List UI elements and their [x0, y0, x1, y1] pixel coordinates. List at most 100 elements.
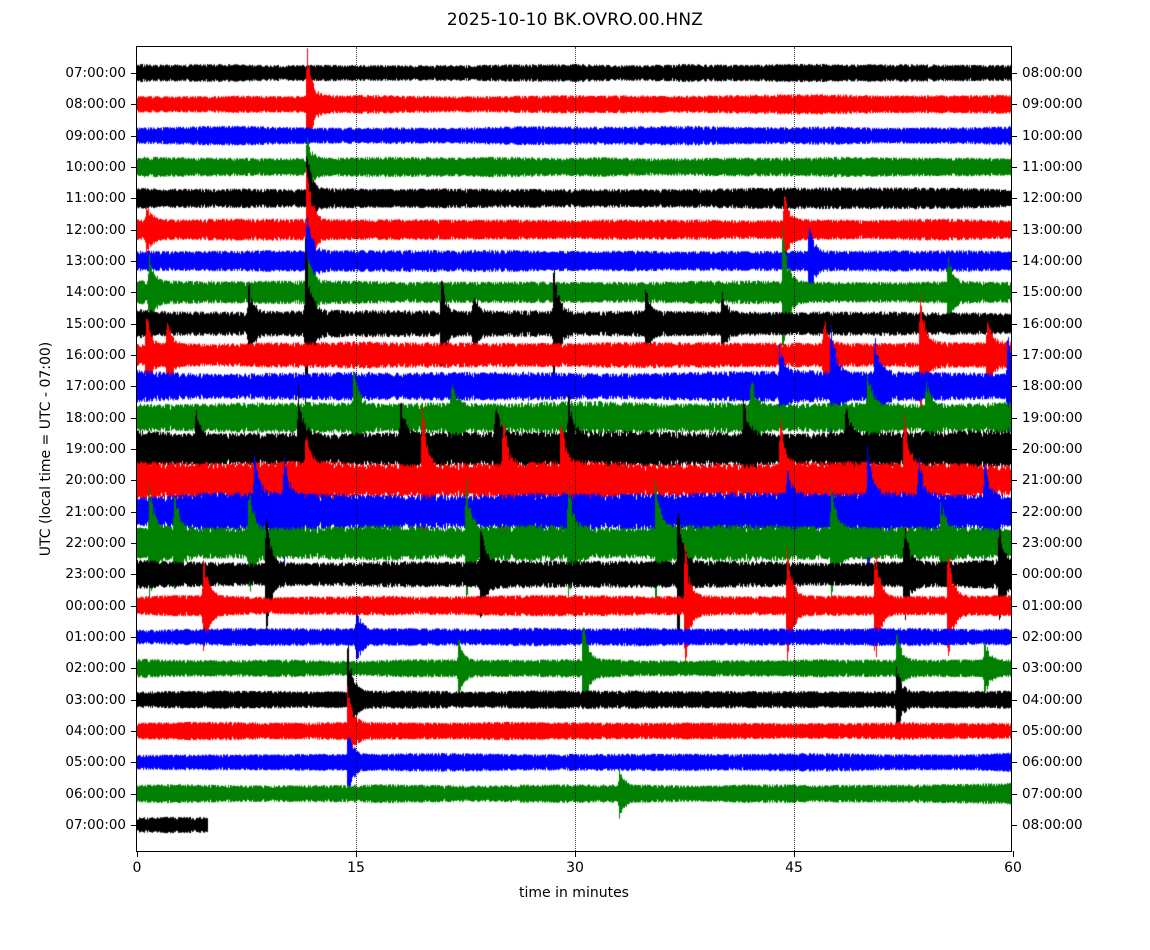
y-tick-right — [1011, 668, 1017, 670]
y-tick-right — [1011, 793, 1017, 795]
y-tick-left — [131, 73, 137, 74]
y-tick-label-left: 05:00:00 — [65, 754, 126, 771]
y-tick-label-right: 11:00:00 — [1022, 159, 1083, 175]
y-tick-right — [1011, 355, 1017, 356]
y-tick-label-left: 08:00:00 — [65, 96, 126, 113]
x-axis-label: time in minutes — [519, 885, 629, 901]
y-tick-label-right: 09:00:00 — [1022, 96, 1083, 113]
y-tick-left — [131, 762, 137, 764]
x-tick-label: 60 — [1004, 860, 1022, 876]
y-tick-right — [1011, 229, 1017, 231]
gridline-vertical — [575, 47, 576, 851]
y-tick-label-left: 14:00:00 — [65, 284, 126, 301]
y-tick-label-right: 18:00:00 — [1022, 378, 1083, 395]
y-tick-label-left: 17:00:00 — [65, 378, 126, 395]
y-tick-right — [1011, 73, 1017, 74]
seismogram-traces — [137, 47, 1011, 851]
y-tick-left — [131, 480, 137, 482]
x-tick-label: 15 — [347, 860, 365, 876]
y-tick-label-left: 04:00:00 — [65, 723, 126, 739]
y-tick-left — [131, 261, 137, 262]
y-tick-left — [131, 637, 137, 638]
y-tick-right — [1011, 543, 1017, 544]
y-tick-label-left: 07:00:00 — [65, 817, 126, 833]
y-tick-left — [131, 198, 137, 200]
y-tick-label-left: 21:00:00 — [65, 503, 126, 520]
y-tick-label-left: 01:00:00 — [65, 629, 126, 645]
y-tick-label-right: 12:00:00 — [1022, 190, 1083, 207]
y-tick-right — [1011, 261, 1017, 262]
y-tick-right — [1011, 104, 1017, 106]
y-tick-left — [131, 699, 137, 701]
y-tick-label-right: 21:00:00 — [1022, 472, 1083, 489]
y-tick-label-left: 00:00:00 — [65, 597, 126, 614]
y-tick-label-left: 03:00:00 — [65, 691, 126, 708]
y-tick-left — [131, 229, 137, 231]
y-axis-label: UTC (local time = UTC - 07:00) — [38, 341, 54, 557]
y-tick-label-right: 05:00:00 — [1022, 723, 1083, 739]
y-tick-right — [1011, 699, 1017, 701]
y-tick-right — [1011, 825, 1017, 826]
y-tick-label-left: 09:00:00 — [65, 127, 126, 144]
y-tick-label-left: 15:00:00 — [65, 315, 126, 332]
x-tick-label: 30 — [566, 860, 584, 876]
x-tick — [137, 851, 138, 857]
y-tick-left — [131, 135, 137, 137]
y-tick-right — [1011, 574, 1017, 576]
y-tick-label-right: 08:00:00 — [1022, 65, 1083, 81]
y-tick-label-right: 06:00:00 — [1022, 754, 1083, 771]
x-tick — [794, 851, 795, 857]
y-tick-left — [131, 167, 137, 168]
y-tick-left — [131, 543, 137, 544]
y-tick-right — [1011, 731, 1017, 732]
y-tick-left — [131, 511, 137, 513]
y-tick-left — [131, 104, 137, 106]
y-tick-label-right: 14:00:00 — [1022, 253, 1083, 269]
x-tick-label: 45 — [785, 860, 803, 876]
y-tick-label-right: 23:00:00 — [1022, 535, 1083, 551]
y-tick-left — [131, 825, 137, 826]
y-tick-right — [1011, 198, 1017, 200]
y-tick-label-right: 07:00:00 — [1022, 785, 1083, 802]
y-tick-left — [131, 355, 137, 356]
y-tick-label-right: 15:00:00 — [1022, 284, 1083, 301]
y-tick-right — [1011, 605, 1017, 607]
y-tick-right — [1011, 637, 1017, 638]
y-tick-right — [1011, 292, 1017, 294]
y-tick-left — [131, 323, 137, 325]
y-tick-left — [131, 449, 137, 450]
x-tick — [575, 851, 576, 857]
y-tick-left — [131, 793, 137, 795]
y-tick-label-left: 12:00:00 — [65, 221, 126, 238]
y-tick-label-right: 13:00:00 — [1022, 221, 1083, 238]
y-tick-label-left: 07:00:00 — [65, 65, 126, 81]
y-tick-label-right: 08:00:00 — [1022, 817, 1083, 833]
y-tick-label-left: 10:00:00 — [65, 159, 126, 175]
y-tick-right — [1011, 417, 1017, 419]
page-title: 2025-10-10 BK.OVRO.00.HNZ — [446, 10, 704, 30]
y-tick-left — [131, 668, 137, 670]
y-tick-label-left: 23:00:00 — [65, 566, 126, 583]
y-tick-label-right: 00:00:00 — [1022, 566, 1083, 583]
y-tick-label-right: 04:00:00 — [1022, 691, 1083, 708]
y-tick-label-left: 20:00:00 — [65, 472, 126, 489]
y-tick-label-right: 10:00:00 — [1022, 127, 1083, 144]
y-tick-label-left: 06:00:00 — [65, 785, 126, 802]
y-tick-label-left: 18:00:00 — [65, 409, 126, 426]
trace-area — [137, 47, 1011, 851]
y-tick-left — [131, 292, 137, 294]
y-tick-label-left: 16:00:00 — [65, 347, 126, 363]
x-tick-label: 0 — [132, 860, 142, 876]
y-tick-left — [131, 417, 137, 419]
y-tick-left — [131, 386, 137, 388]
x-tick — [356, 851, 357, 857]
y-tick-label-right: 02:00:00 — [1022, 629, 1083, 645]
y-tick-right — [1011, 762, 1017, 764]
y-tick-right — [1011, 167, 1017, 168]
y-tick-label-left: 11:00:00 — [65, 190, 126, 207]
y-tick-right — [1011, 480, 1017, 482]
y-tick-right — [1011, 323, 1017, 325]
y-tick-label-left: 22:00:00 — [65, 535, 126, 551]
y-tick-label-right: 16:00:00 — [1022, 315, 1083, 332]
